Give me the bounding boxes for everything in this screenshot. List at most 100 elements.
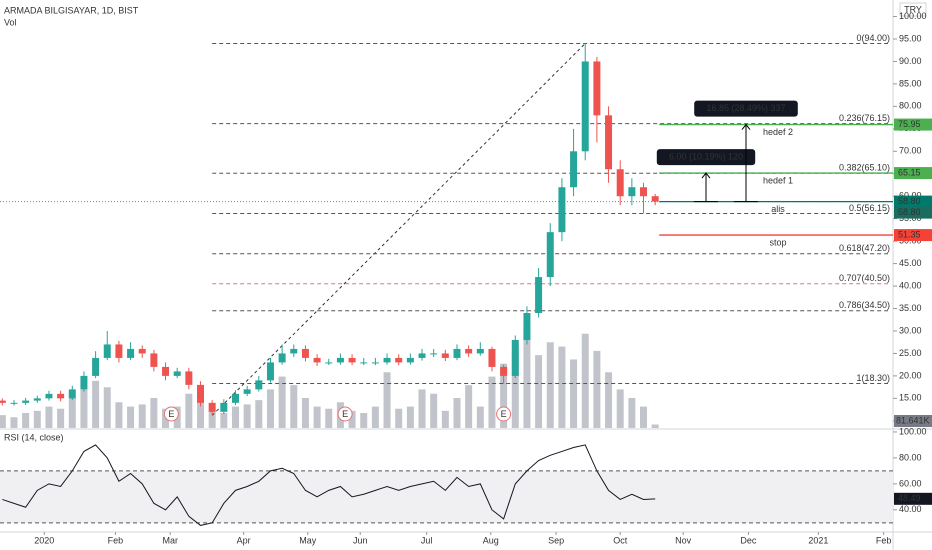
currency-box[interactable] (899, 2, 927, 17)
volume-bar (278, 376, 286, 428)
measure-label: 16.85 (28.49%) 337 (706, 103, 785, 113)
volume-bar (581, 333, 589, 428)
fib-label: 0.236(76.15) (839, 113, 890, 123)
volume-bar (371, 406, 379, 428)
rsi-y-tick-label: 60.00 (899, 478, 922, 488)
x-tick-label: 2020 (34, 535, 54, 545)
x-tick-label: Aug (483, 535, 499, 545)
candle-body (127, 348, 135, 358)
volume-title: Vol (4, 17, 17, 27)
measure-arrowhead (701, 172, 711, 179)
fib-trend (211, 43, 586, 416)
candle-body (57, 393, 65, 399)
volume-bar (57, 408, 65, 428)
earnings-label: E (501, 409, 507, 419)
y-tick-label: 70.00 (899, 146, 922, 156)
candle-body (162, 366, 170, 376)
candle-body (197, 384, 205, 403)
level-tag (894, 118, 932, 131)
candle-body (325, 362, 333, 364)
volume-bar (68, 398, 76, 428)
candle-body (523, 313, 531, 340)
candle-body (395, 357, 403, 363)
volume-bar (127, 406, 135, 428)
candle-body (220, 402, 228, 412)
volume-tag (894, 415, 932, 427)
volume-bar (103, 387, 111, 428)
volume-tag-label: 81.641K (896, 415, 930, 425)
level-tag-label: 75.95 (898, 119, 921, 129)
x-tick-label: Mar (162, 535, 178, 545)
measure-box (694, 100, 798, 117)
candle-body (243, 389, 251, 394)
candle-body (266, 362, 274, 381)
x-tick-label: Nov (675, 535, 692, 545)
volume-bar (266, 389, 274, 428)
x-tick-label: Feb (108, 535, 124, 545)
volume-bar (10, 417, 18, 428)
candle-body (231, 393, 239, 403)
fib-label: 0.618(47.20) (839, 243, 890, 253)
candle-body (371, 362, 379, 364)
earnings-marker (337, 406, 353, 422)
rsi-y-tick-label: 100.00 (899, 426, 927, 436)
volume-bar (138, 404, 146, 428)
candle-body (616, 169, 624, 197)
volume-bar (535, 355, 543, 428)
candle-body (10, 402, 18, 404)
y-tick-label: 60.00 (899, 191, 922, 201)
candle-body (441, 353, 449, 358)
y-tick-label: 30.00 (899, 325, 922, 335)
volume-bar (395, 408, 403, 428)
candle-body (651, 196, 659, 202)
candle-body (360, 362, 368, 364)
candle-body (336, 357, 344, 363)
volume-bar (628, 398, 636, 428)
y-tick-label: 35.00 (899, 303, 922, 313)
x-tick-label: 2021 (808, 535, 828, 545)
volume-bar (313, 406, 321, 428)
y-tick-label: 15.00 (899, 393, 922, 403)
volume-bar (231, 406, 239, 428)
level-tag-label: 58.80 (898, 196, 921, 206)
x-tick-label: May (299, 535, 317, 545)
candle-body (33, 398, 41, 401)
candle-body (150, 353, 158, 367)
volume-bar (92, 380, 100, 428)
earnings-label: E (342, 409, 348, 419)
candle-body (185, 371, 193, 385)
volume-bar (523, 329, 531, 428)
volume-bar (640, 406, 648, 428)
level-tag-label: 65.15 (898, 167, 921, 177)
candle-body (605, 115, 613, 170)
candle-body (581, 61, 589, 152)
volume-bar (348, 410, 356, 428)
candle-body (103, 344, 111, 358)
y-tick-label: 40.00 (899, 280, 922, 290)
rsi-title: RSI (14, close) (4, 432, 64, 442)
level-tag (894, 167, 932, 180)
volume-bar (325, 408, 333, 428)
volume-bar (115, 402, 123, 428)
volume-bar (453, 398, 461, 428)
volume-bar (360, 413, 368, 428)
volume-bar (511, 350, 519, 428)
fib-label: 1(18.30) (856, 373, 890, 383)
volume-bar (616, 389, 624, 428)
candle-body (278, 353, 286, 363)
level-tag (894, 229, 932, 242)
candle-body (208, 402, 216, 412)
candle-body (406, 357, 414, 363)
level-tag (894, 195, 932, 208)
volume-bar (383, 372, 391, 428)
volume-bar (465, 385, 473, 428)
x-tick-label: Sep (548, 535, 564, 545)
candle-body (640, 187, 648, 197)
y-tick-label: 95.00 (899, 33, 922, 43)
rsi-y-tick-label: 40.00 (899, 504, 922, 514)
fib-label: 0.5(56.15) (849, 203, 890, 213)
candle-body (138, 348, 146, 354)
candle-body (68, 389, 76, 399)
candle-body (80, 375, 88, 390)
earnings-label: E (168, 409, 174, 419)
